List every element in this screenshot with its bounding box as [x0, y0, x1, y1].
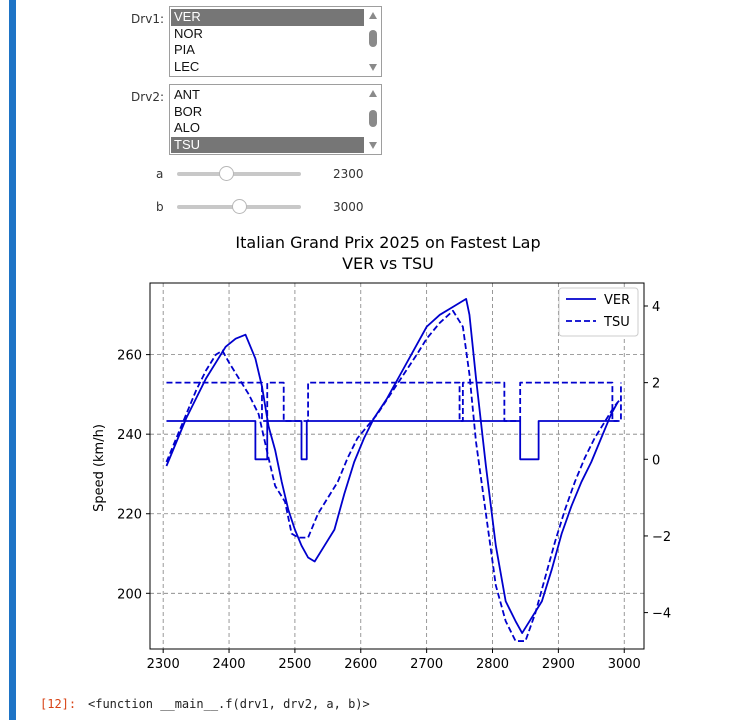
y2-tick-label: −4: [652, 607, 671, 622]
drv2-option-bor[interactable]: BOR: [174, 103, 203, 119]
scroll-up-icon[interactable]: [369, 12, 377, 19]
drv2-select[interactable]: ANT BOR ALO TSU: [169, 84, 382, 155]
drv2-scrollbar[interactable]: [366, 86, 380, 153]
scroll-thumb[interactable]: [369, 110, 377, 127]
slider-a-thumb[interactable]: [219, 166, 234, 181]
drv1-select[interactable]: VER NOR PIA LEC: [169, 6, 382, 77]
y-tick-label: 220: [117, 508, 142, 523]
scroll-down-icon[interactable]: [369, 142, 377, 149]
slider-b-thumb[interactable]: [232, 199, 247, 214]
x-tick-label: 2800: [476, 657, 509, 672]
y-tick-label: 200: [117, 587, 142, 602]
x-tick-label: 2700: [410, 657, 443, 672]
legend-box: [558, 287, 639, 337]
x-tick-label: 2400: [212, 657, 245, 672]
legend-tsu-label: TSU: [603, 315, 630, 330]
drv1-option-pia[interactable]: PIA: [174, 42, 195, 57]
output-text: <function __main__.f(drv1, drv2, a, b)>: [88, 697, 370, 711]
scroll-thumb[interactable]: [369, 30, 377, 47]
slider-a-track[interactable]: [177, 172, 301, 176]
drv1-label: Drv1:: [131, 12, 164, 26]
y2-tick-label: 4: [652, 300, 660, 315]
cell-indicator-bar: [9, 0, 16, 720]
drv2-option-alo[interactable]: ALO: [174, 120, 201, 135]
y-tick-label: 260: [117, 349, 142, 364]
scroll-up-icon[interactable]: [369, 90, 377, 97]
y-tick-label: 240: [117, 428, 142, 443]
y-axis-label: Speed (km/h): [92, 424, 107, 512]
legend: VER TSU: [558, 287, 639, 337]
series-ver-left-line: [165, 298, 619, 634]
x-tick-label: 2500: [278, 657, 311, 672]
speed-chart: Italian Grand Prix 2025 on Fastest Lap V…: [92, 233, 671, 672]
y2-tick-label: 0: [652, 453, 660, 468]
y2-tick-label: −2: [652, 530, 671, 545]
series-tsu-right-line: [166, 381, 622, 422]
x-tick-label: 3000: [608, 657, 641, 672]
chart-title: Italian Grand Prix 2025 on Fastest Lap: [235, 233, 540, 252]
slider-b-label: b: [156, 200, 164, 214]
drv1-scrollbar[interactable]: [366, 8, 380, 75]
drv1-option-lec[interactable]: LEC: [174, 58, 200, 74]
slider-a-label: a: [156, 167, 164, 181]
slider-a-value: 2300: [333, 167, 364, 181]
output-prompt: [12]:: [40, 697, 77, 711]
scroll-down-icon[interactable]: [369, 64, 377, 71]
series-ver-right-line: [166, 420, 618, 461]
series-tsu-left-line: [165, 309, 622, 642]
x-tick-label: 2600: [344, 657, 377, 672]
x-tick-label: 2900: [542, 657, 575, 672]
drv2-option-ant[interactable]: ANT: [174, 87, 200, 102]
legend-ver-label: VER: [604, 293, 630, 308]
drv1-option-nor[interactable]: NOR: [174, 25, 203, 41]
y2-tick-label: 2: [652, 377, 660, 392]
chart-subtitle: VER vs TSU: [342, 254, 434, 273]
drv2-label: Drv2:: [131, 90, 164, 104]
drv2-option-tsu[interactable]: TSU: [171, 136, 364, 153]
plot-frame: [149, 282, 645, 650]
x-tick-label: 2300: [147, 657, 180, 672]
slider-b-value: 3000: [333, 200, 364, 214]
drv1-option-ver[interactable]: VER: [171, 9, 364, 26]
